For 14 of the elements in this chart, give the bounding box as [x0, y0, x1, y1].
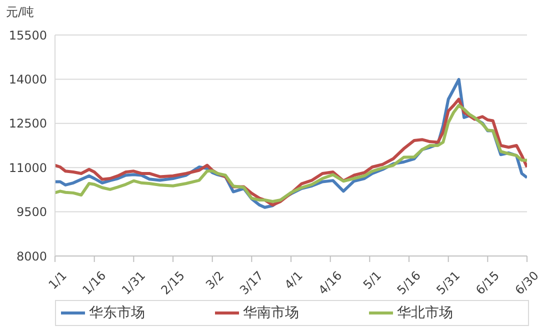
y-tick-label: 12500	[8, 116, 47, 131]
y-tick-label: 9500	[16, 205, 47, 220]
y-tick-label: 15500	[8, 28, 47, 42]
x-tick-label: 1/1	[46, 268, 70, 292]
y-axis-title: 元/吨	[6, 4, 34, 21]
y-tick-label: 8000	[16, 249, 47, 264]
y-tick-label: 14000	[8, 72, 47, 86]
y-tick-label: 11000	[8, 160, 47, 175]
legend-label: 华东市场	[89, 304, 145, 321]
legend-label: 华南市场	[243, 304, 299, 321]
legend-label: 华北市场	[397, 304, 453, 321]
x-tick-label: 3/2	[203, 268, 227, 292]
x-tick-label: 5/1	[360, 268, 384, 292]
x-tick-label: 4/1	[282, 268, 306, 292]
